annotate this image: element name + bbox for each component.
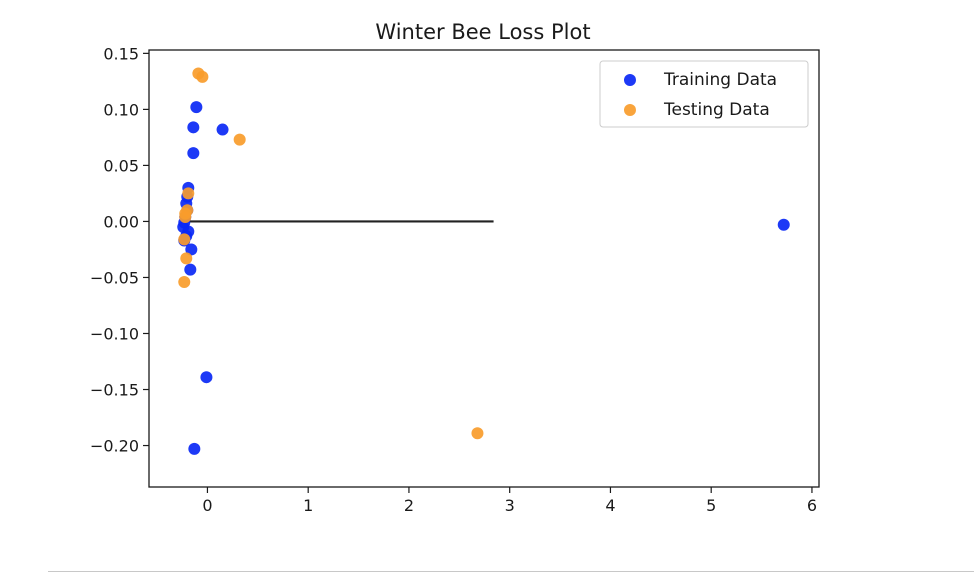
chart-title: Winter Bee Loss Plot [375,20,590,44]
x-tick-label: 5 [706,496,716,515]
training-point [187,147,200,160]
data-points [177,67,790,455]
training-point [188,442,201,455]
legend-marker-training [624,74,636,86]
testing-point [178,275,191,288]
x-tick-label: 0 [202,496,212,515]
training-point [187,121,200,134]
testing-point [178,233,191,246]
x-tick-label: 6 [807,496,817,515]
legend-label-training: Training Data [663,70,777,90]
testing-point [233,133,246,146]
training-point [190,101,203,114]
training-point [216,123,229,136]
x-tick-label: 3 [505,496,515,515]
training-point [184,263,197,276]
training-point [200,371,213,384]
y-tick-label: 0.05 [103,156,139,175]
y-tick-label: 0.15 [103,44,139,63]
x-tick-label: 1 [303,496,313,515]
testing-point [179,210,192,223]
y-tick-label: −0.15 [90,381,139,400]
y-tick-label: −0.10 [90,324,139,343]
y-tick-label: −0.20 [90,437,139,456]
plot-area-frame [148,49,820,488]
x-tick-label: 2 [404,496,414,515]
x-tick-label: 4 [605,496,615,515]
legend: Training Data Testing Data [599,60,809,128]
legend-label-testing: Testing Data [663,100,770,120]
testing-point [196,70,209,83]
y-tick-label: 0.10 [103,100,139,119]
y-tick-label: −0.05 [90,268,139,287]
testing-point [180,252,193,265]
y-tick-label: 0.00 [103,212,139,231]
training-point [185,243,198,256]
legend-marker-testing [624,104,636,116]
y-axis: 0.15 0.10 0.05 0.00 −0.05 −0.10 −0.15 −0.20 [90,44,149,456]
testing-point [471,427,484,440]
x-axis: 0 1 2 3 4 5 6 [202,487,817,515]
training-point [777,218,790,231]
testing-point [182,187,195,200]
legend-box [599,60,809,128]
